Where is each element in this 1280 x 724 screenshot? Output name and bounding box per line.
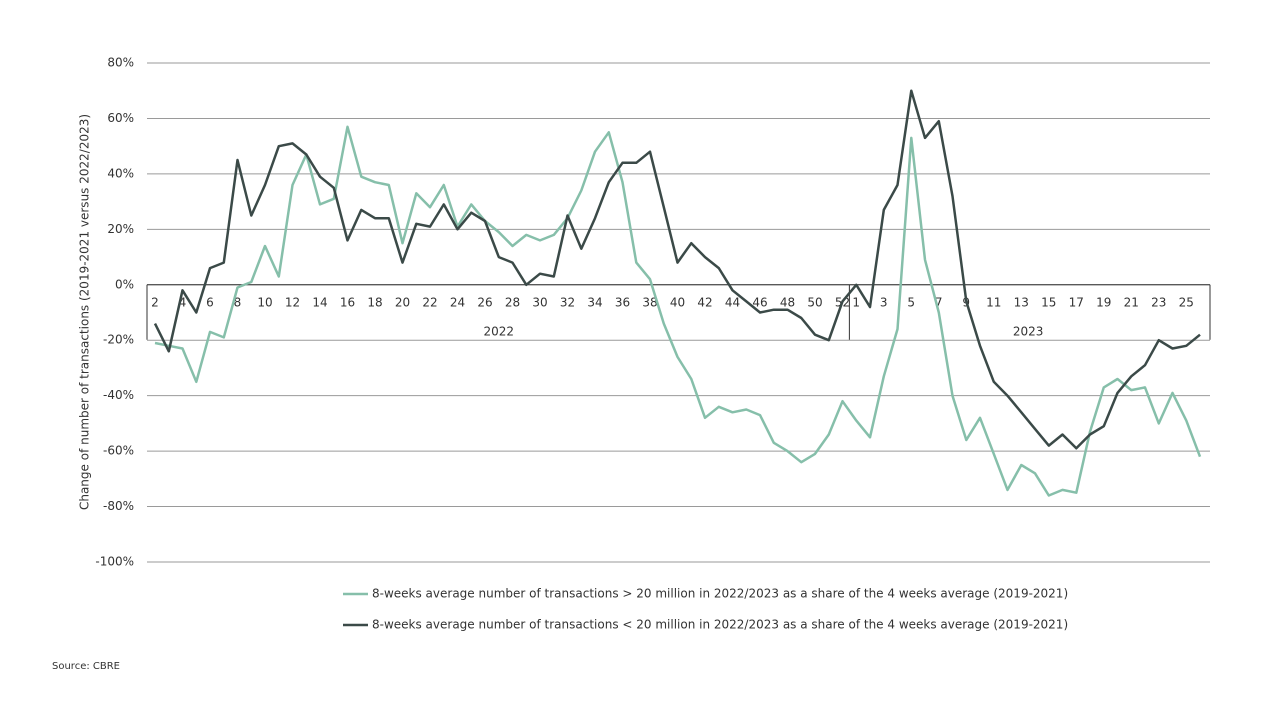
x-tick-label: 18 [367,295,382,309]
x-group-label: 2023 [1013,324,1044,338]
x-tick-label: 46 [752,295,767,309]
y-tick-label: -80% [103,499,134,513]
y-axis-label: Change of number of transactions (2019-2… [78,114,92,510]
x-tick-label: 20 [395,295,410,309]
x-tick-label: 26 [477,295,492,309]
x-tick-label: 24 [450,295,465,309]
x-tick-label: 16 [340,295,355,309]
x-tick-label: 38 [642,295,657,309]
x-tick-label: 42 [697,295,712,309]
x-tick-label: 10 [257,295,272,309]
x-tick-label: 4 [179,295,187,309]
legend-label: 8-weeks average number of transactions <… [372,618,1068,632]
x-tick-label: 34 [587,295,602,309]
x-tick-label: 6 [206,295,214,309]
series-line [154,125,1202,497]
x-tick-label: 48 [780,295,795,309]
x-tick-label: 50 [807,295,822,309]
legend-label: 8-weeks average number of transactions >… [372,587,1068,601]
x-tick-label: 19 [1096,295,1111,309]
x-tick-label: 1 [852,295,860,309]
x-tick-label: 14 [312,295,327,309]
x-tick-label: 21 [1124,295,1139,309]
y-tick-label: 0% [115,277,134,291]
x-tick-label: 25 [1179,295,1194,309]
x-tick-label: 40 [670,295,685,309]
x-tick-label: 15 [1041,295,1056,309]
x-tick-label: 3 [880,295,888,309]
x-tick-label: 13 [1014,295,1029,309]
x-tick-label: 17 [1069,295,1084,309]
x-group-label: 2022 [483,324,514,338]
x-tick-label: 30 [532,295,547,309]
x-tick-label: 2 [151,295,159,309]
x-tick-label: 8 [234,295,242,309]
y-tick-label: 60% [107,111,134,125]
x-tick-label: 12 [285,295,300,309]
x-tick-label: 32 [560,295,575,309]
y-tick-label: -60% [103,444,134,458]
x-tick-label: 36 [615,295,630,309]
x-tick-label: 23 [1151,295,1166,309]
series-line [153,89,1201,450]
source: Source: CBRE [52,661,120,672]
y-tick-label: 40% [107,166,134,180]
x-tick-label: 22 [422,295,437,309]
x-tick-label: 7 [935,295,943,309]
y-tick-label: -20% [103,333,134,347]
x-tick-label: 44 [725,295,740,309]
y-tick-label: 20% [107,222,134,236]
y-tick-label: 80% [107,56,134,70]
y-tick-label: -40% [103,388,134,402]
y-tick-label: -100% [95,555,134,569]
x-tick-label: 28 [505,295,520,309]
x-tick-label: 11 [986,295,1001,309]
x-tick-label: 5 [907,295,915,309]
